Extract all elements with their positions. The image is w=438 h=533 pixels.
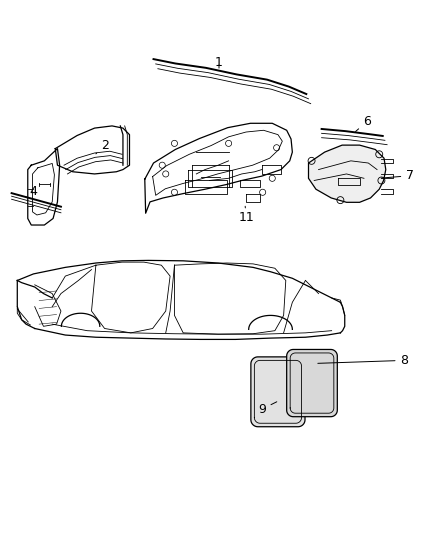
Text: 8: 8 (318, 354, 409, 367)
Text: 6: 6 (356, 115, 371, 132)
Text: 2: 2 (96, 139, 110, 154)
Polygon shape (251, 357, 305, 427)
Text: 1: 1 (215, 55, 223, 69)
Text: 9: 9 (258, 402, 277, 416)
Polygon shape (287, 350, 337, 417)
Text: 4: 4 (26, 185, 37, 198)
Polygon shape (308, 145, 386, 203)
Text: 7: 7 (381, 169, 414, 182)
Text: 11: 11 (238, 206, 254, 224)
